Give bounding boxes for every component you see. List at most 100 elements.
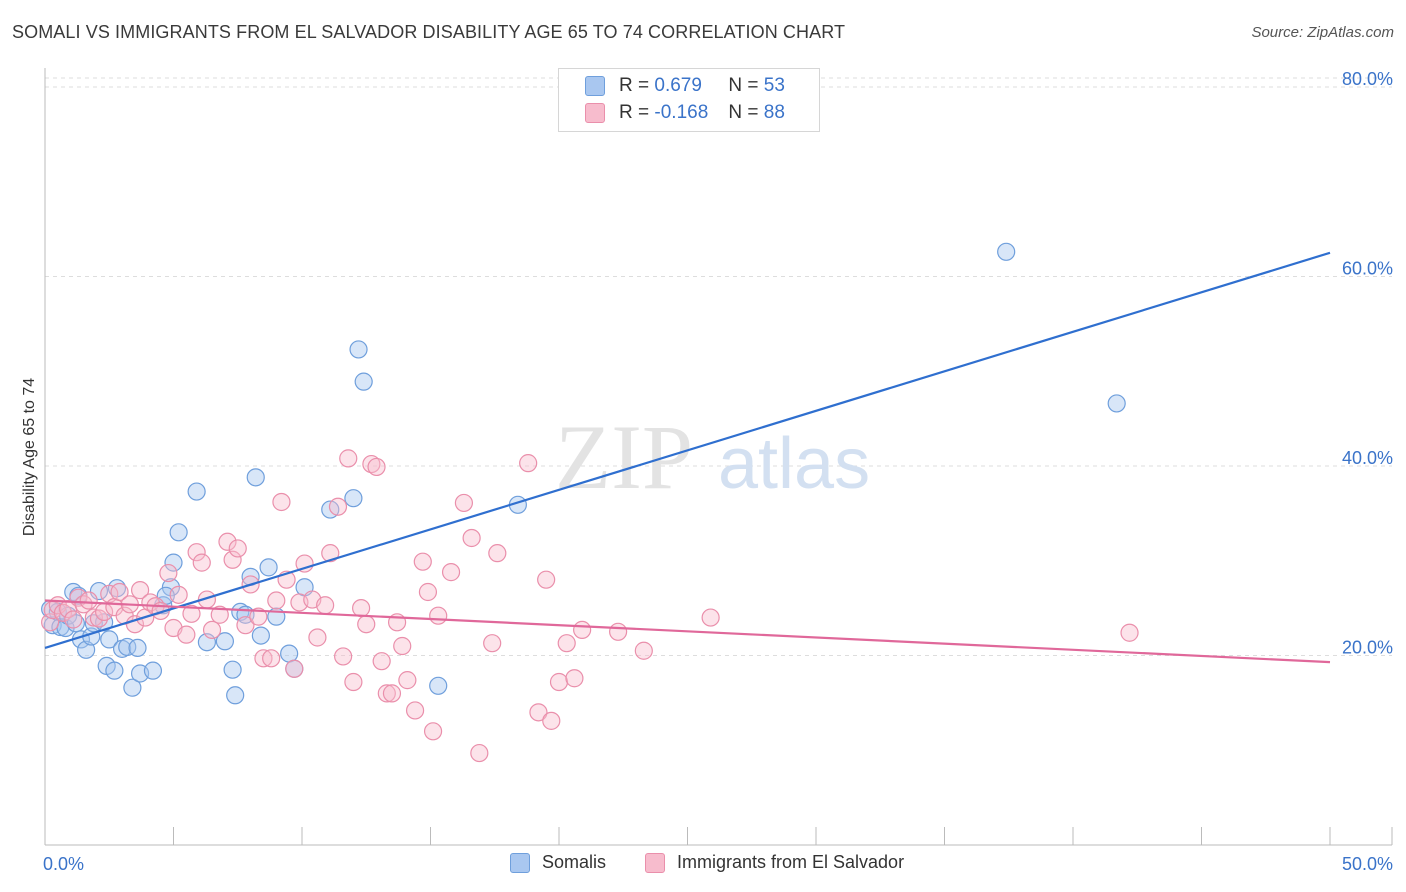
- point-somalis: [1107, 394, 1126, 413]
- series-legend-el-salvador[interactable]: Immigrants from El Salvador: [645, 852, 904, 873]
- data-points: [41, 242, 1139, 763]
- point-el-salvador: [529, 703, 548, 722]
- point-el-salvador: [429, 606, 448, 625]
- point-el-salvador: [321, 544, 340, 563]
- legend-swatch-el-salvador: [585, 103, 605, 123]
- point-el-salvador: [79, 591, 98, 610]
- point-somalis: [344, 489, 363, 508]
- point-el-salvador: [609, 622, 628, 641]
- point-somalis: [169, 523, 188, 542]
- point-somalis: [251, 626, 270, 645]
- point-somalis: [128, 638, 147, 658]
- point-el-salvador: [519, 454, 538, 473]
- point-el-salvador: [441, 563, 461, 582]
- point-el-salvador: [64, 610, 83, 629]
- axes: [44, 68, 1393, 846]
- series-name-el-salvador: Immigrants from El Salvador: [677, 852, 905, 872]
- point-el-salvador: [357, 615, 376, 634]
- point-el-salvador: [413, 552, 432, 571]
- legend-r-label: R =: [619, 102, 650, 123]
- point-el-salvador: [372, 652, 391, 671]
- trend-lines: [44, 251, 1331, 664]
- point-somalis: [349, 340, 368, 359]
- point-somalis: [100, 630, 119, 649]
- point-somalis: [280, 644, 299, 663]
- point-el-salvador: [328, 497, 348, 516]
- point-somalis: [123, 678, 142, 697]
- point-el-salvador: [573, 620, 592, 640]
- point-el-salvador: [316, 596, 335, 615]
- series-swatch-somalis: [510, 852, 530, 873]
- point-el-salvador: [202, 620, 222, 640]
- x-tick-label: 50.0%: [1342, 854, 1393, 874]
- y-tick-label: 80.0%: [1342, 69, 1393, 89]
- stats-legend: R = 0.679 N = 53 R = -0.168 N = 88: [558, 68, 820, 132]
- trend-line-somalis: [44, 251, 1331, 649]
- point-somalis: [164, 553, 183, 572]
- point-el-salvador: [187, 543, 206, 562]
- chart-title: SOMALI VS IMMIGRANTS FROM EL SALVADOR DI…: [12, 22, 846, 42]
- point-el-salvador: [488, 544, 507, 563]
- trend-line-el-salvador: [44, 599, 1331, 664]
- point-el-salvador: [423, 722, 443, 741]
- point-el-salvador: [454, 493, 474, 513]
- x-tick-label: 0.0%: [43, 854, 84, 874]
- point-el-salvador: [84, 608, 103, 627]
- point-somalis: [226, 686, 245, 705]
- watermark: ZIP atlas: [555, 406, 870, 508]
- point-somalis: [223, 660, 242, 679]
- point-el-salvador: [169, 585, 188, 604]
- point-el-salvador: [285, 659, 304, 678]
- point-el-salvador: [130, 581, 150, 600]
- point-el-salvador: [308, 628, 327, 647]
- point-el-salvador: [192, 553, 211, 572]
- series-name-somalis: Somalis: [542, 852, 607, 872]
- point-el-salvador: [405, 701, 425, 720]
- point-el-salvador: [362, 454, 381, 474]
- point-el-salvador: [377, 684, 396, 703]
- legend-swatch-somalis: [585, 76, 605, 96]
- point-el-salvador: [223, 550, 242, 569]
- legend-row-el-salvador: R = -0.168 N = 88: [585, 100, 785, 126]
- legend-n-label: N =: [728, 102, 759, 123]
- point-el-salvador: [159, 563, 178, 583]
- point-el-salvador: [557, 634, 576, 653]
- point-el-salvador: [701, 608, 720, 627]
- point-el-salvador: [542, 711, 561, 730]
- point-el-salvador: [398, 671, 417, 690]
- point-el-salvador: [339, 449, 358, 468]
- point-el-salvador: [565, 669, 584, 688]
- point-somalis: [105, 661, 124, 680]
- y-tick-label: 60.0%: [1342, 258, 1393, 278]
- point-el-salvador: [382, 684, 402, 703]
- point-el-salvador: [1120, 623, 1139, 642]
- point-somalis: [997, 242, 1016, 261]
- point-el-salvador: [334, 647, 353, 666]
- point-el-salvador: [462, 528, 481, 548]
- point-el-salvador: [262, 649, 281, 668]
- series-legend-somalis[interactable]: Somalis: [510, 852, 606, 873]
- legend-n-label: N =: [728, 75, 759, 96]
- legend-r-value-el-salvador: -0.168: [654, 102, 709, 123]
- point-el-salvador: [418, 582, 438, 602]
- point-el-salvador: [344, 672, 363, 692]
- legend-row-somalis: R = 0.679 N = 53: [585, 73, 785, 99]
- point-somalis: [259, 558, 278, 577]
- point-el-salvador: [249, 607, 268, 626]
- point-el-salvador: [110, 582, 129, 602]
- y-tick-label: 20.0%: [1342, 637, 1393, 657]
- legend-r-value-somalis: 0.679: [654, 75, 702, 96]
- point-el-salvador: [352, 599, 371, 618]
- point-el-salvador: [483, 634, 502, 653]
- point-el-salvador: [254, 649, 273, 668]
- legend-n-value-el-salvador: 88: [763, 102, 785, 123]
- y-tick-label: 40.0%: [1342, 448, 1393, 468]
- point-el-salvador: [537, 570, 556, 589]
- point-el-salvador: [228, 539, 247, 558]
- point-somalis: [215, 632, 234, 651]
- y-axis-label: Disability Age 65 to 74: [21, 378, 38, 536]
- series-legend: Somalis Immigrants from El Salvador: [0, 852, 1406, 876]
- point-somalis: [161, 578, 181, 597]
- point-el-salvador: [210, 605, 229, 624]
